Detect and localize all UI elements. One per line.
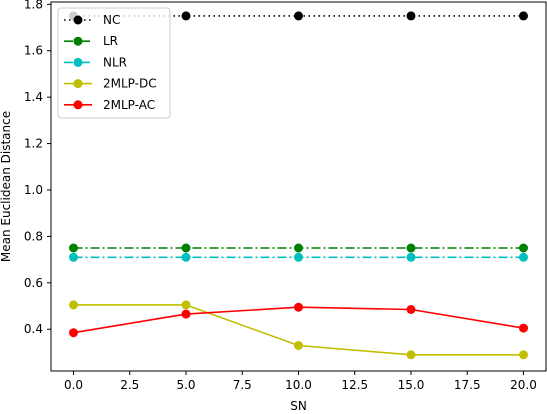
legend-label: 2MLP-AC xyxy=(103,98,155,112)
data-point xyxy=(69,243,78,253)
y-axis-label: Mean Euclidean Distance xyxy=(0,111,13,262)
x-tick-label: 5.0 xyxy=(176,378,195,392)
data-point xyxy=(181,309,191,319)
data-point xyxy=(69,328,78,338)
data-point xyxy=(519,243,528,253)
series-4 xyxy=(69,300,528,360)
data-point xyxy=(181,243,191,253)
legend-marker xyxy=(73,100,83,110)
data-point xyxy=(69,252,78,262)
y-tick-label: 1.6 xyxy=(24,44,43,58)
legend-label: 2MLP-DC xyxy=(103,77,157,91)
data-point xyxy=(181,300,191,310)
legend-entry: 2MLP-DC xyxy=(64,77,157,91)
data-point xyxy=(519,11,528,21)
data-point xyxy=(294,341,303,350)
x-tick-label: 15.0 xyxy=(398,378,425,392)
y-tick-label: 1.0 xyxy=(24,183,43,197)
data-point xyxy=(294,11,303,21)
series-5 xyxy=(69,302,528,338)
data-point xyxy=(406,305,416,314)
legend-entry: NC xyxy=(64,13,120,27)
y-tick-label: 1.8 xyxy=(24,0,43,11)
data-point xyxy=(519,350,528,360)
legend-label: NC xyxy=(103,13,120,27)
legend-marker xyxy=(73,15,83,25)
legend: NC LR NLR 2MLP-DC 2MLP-AC xyxy=(57,7,171,119)
legend-entry: LR xyxy=(64,34,118,48)
legend-entry: 2MLP-AC xyxy=(64,98,155,112)
legend-marker xyxy=(73,36,83,46)
legend-box xyxy=(57,7,171,119)
legend-label: NLR xyxy=(103,55,127,69)
x-tick-label: 10.0 xyxy=(285,378,312,392)
x-tick-label: 0.0 xyxy=(64,378,83,392)
x-axis-label: SN xyxy=(290,399,307,413)
y-tick-label: 0.6 xyxy=(24,276,43,290)
x-tick-label: 12.5 xyxy=(341,378,368,392)
data-point xyxy=(294,243,303,253)
legend-entry: NLR xyxy=(64,55,127,69)
y-tick-label: 1.4 xyxy=(24,90,43,104)
x-tick-label: 7.5 xyxy=(233,378,252,392)
series-3 xyxy=(69,252,528,262)
data-point xyxy=(406,11,416,21)
data-point xyxy=(294,252,303,262)
x-tick-label: 17.5 xyxy=(454,378,481,392)
series-2 xyxy=(69,243,528,253)
legend-marker xyxy=(73,79,83,89)
data-point xyxy=(181,252,191,262)
y-tick-label: 0.4 xyxy=(24,322,43,336)
data-point xyxy=(406,252,416,262)
data-point xyxy=(181,11,191,21)
legend-marker xyxy=(73,57,83,67)
data-point xyxy=(294,302,303,312)
data-point xyxy=(519,323,528,333)
y-tick-label: 1.2 xyxy=(24,137,43,151)
y-tick-label: 0.8 xyxy=(24,229,43,243)
data-point xyxy=(406,350,416,360)
plot-area xyxy=(69,11,528,360)
data-point xyxy=(69,300,78,310)
x-tick-label: 2.5 xyxy=(120,378,139,392)
x-tick-label: 20.0 xyxy=(510,378,537,392)
axes: 0.0 2.5 5.0 7.5 10.0 12.5 15.0 17.5 20.0 0.4 0.6 0.… xyxy=(24,0,547,392)
legend-label: LR xyxy=(103,34,118,48)
data-point xyxy=(406,243,416,253)
data-point xyxy=(519,252,528,262)
